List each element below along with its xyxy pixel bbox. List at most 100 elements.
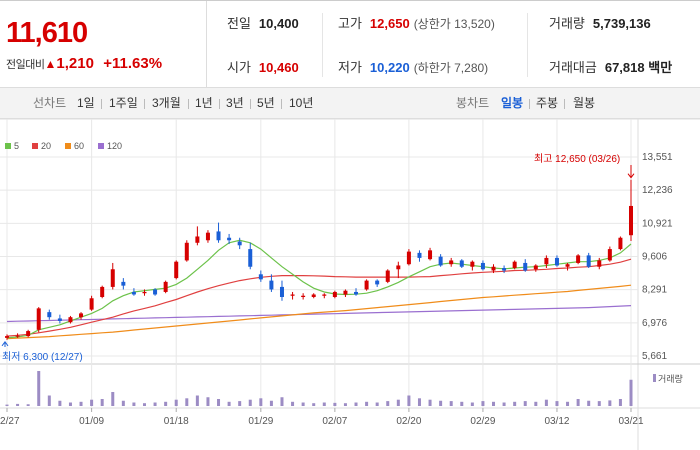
trade-amount: 거래대금 67,818 백만 <box>549 57 672 79</box>
volume-bar <box>227 401 231 406</box>
y-tick-label: 9,606 <box>642 252 667 263</box>
change-percent: +11.63% <box>103 55 163 72</box>
candle-body <box>269 280 274 290</box>
volume-bar <box>481 401 485 406</box>
prev-close-value: 10,400 <box>258 16 299 31</box>
volume-bar <box>513 401 517 406</box>
range-3m[interactable]: 3개월 <box>152 96 181 110</box>
candle-body <box>47 312 52 318</box>
candle-body <box>110 269 115 287</box>
candlestick-chart[interactable]: 5 20 60 120 거래량 13,551 12,236 10,921 9,606 8,29… <box>0 119 700 450</box>
open-value: 10,460 <box>258 60 299 75</box>
x-tick-label: 02/29 <box>470 416 495 427</box>
candle-body <box>523 262 528 271</box>
divider <box>188 99 189 109</box>
volume-bar <box>185 398 189 406</box>
legend-label: 5 <box>14 141 19 151</box>
high-arrow-icon <box>627 173 635 179</box>
volume-bar <box>58 400 62 406</box>
candle-body <box>153 289 158 295</box>
candle-body <box>459 260 464 267</box>
volume-bar <box>470 402 474 406</box>
range-5y[interactable]: 5년 <box>257 96 275 110</box>
volume-bar <box>195 395 199 406</box>
divider <box>250 99 251 109</box>
candle-body <box>480 262 485 270</box>
amount-unit: 백만 <box>648 60 673 75</box>
range-1y[interactable]: 1년 <box>195 96 213 110</box>
volume-bar <box>354 402 358 406</box>
y-tick-label: 6,976 <box>642 318 667 329</box>
volume-bar <box>142 403 146 406</box>
volume-legend-swatch <box>653 374 656 382</box>
range-3y[interactable]: 3년 <box>226 96 244 110</box>
volume-legend-label: 거래량 <box>658 373 683 384</box>
period-monthly[interactable]: 월봉 <box>573 96 596 110</box>
volume-bar <box>269 400 273 406</box>
range-10y[interactable]: 10년 <box>289 96 314 110</box>
candle-body <box>121 281 126 286</box>
volume-bar <box>79 401 83 406</box>
volume-bar <box>333 402 337 406</box>
open-price: 시가 10,460 <box>227 57 299 79</box>
high-label: 고가 <box>338 16 362 31</box>
volume-bar <box>153 402 157 406</box>
volume-bar <box>449 401 453 406</box>
ma20-line <box>6 258 632 337</box>
volume-bar <box>47 395 51 406</box>
low-label: 저가 <box>338 60 362 75</box>
legend-swatch <box>98 143 104 149</box>
candle-body <box>544 257 549 265</box>
candle-body <box>607 249 612 261</box>
volume-bar <box>407 395 411 406</box>
volume-bar <box>280 397 284 406</box>
candle-body <box>36 308 41 330</box>
divider <box>219 99 220 109</box>
candle-body <box>576 255 581 263</box>
y-tick-label: 13,551 <box>642 152 673 163</box>
candle-body <box>354 291 359 295</box>
volume-bar <box>248 399 252 406</box>
volume-bar <box>375 402 379 406</box>
x-tick-label: 02/07 <box>322 416 347 427</box>
x-tick-label: 03/12 <box>544 416 569 427</box>
legend-label: 60 <box>74 141 84 151</box>
ma120-line <box>6 305 632 323</box>
candle-body <box>428 250 433 260</box>
candle-body <box>68 317 73 323</box>
high-annotation: 최고 12,650 (03/26) <box>534 153 620 165</box>
divider <box>564 99 565 109</box>
volume-bar <box>206 397 210 406</box>
period-daily[interactable]: 일봉 <box>501 96 524 110</box>
current-price: 11,610 <box>6 17 88 49</box>
candle-body <box>396 265 401 270</box>
x-tick-label: 01/18 <box>164 416 189 427</box>
divider <box>144 99 145 109</box>
candle-body <box>385 270 390 282</box>
volume-value: 5,739,136 <box>592 16 651 31</box>
candle-body <box>629 205 633 236</box>
divider <box>101 99 102 109</box>
candle-body <box>205 232 210 241</box>
period-weekly[interactable]: 주봉 <box>536 96 559 110</box>
line-chart-label: 선차트 <box>33 96 67 110</box>
volume-bar <box>386 401 390 406</box>
divider <box>322 13 323 77</box>
range-1w[interactable]: 1주일 <box>109 96 138 110</box>
x-tick-label: 02/20 <box>396 416 421 427</box>
x-tick-label: 03/21 <box>618 416 643 427</box>
volume-bar <box>492 401 496 406</box>
open-label: 시가 <box>227 60 251 75</box>
y-tick-label: 5,661 <box>642 351 667 362</box>
legend-swatch <box>32 143 38 149</box>
legend-swatch <box>5 143 11 149</box>
chart-toolbar: 선차트 1일 1주일 3개월 1년 3년 5년 10년 봉차트 일봉 주봉 월봉 <box>0 88 700 119</box>
range-1d[interactable]: 1일 <box>77 96 95 110</box>
low-price: 저가 10,220 (하한가 7,280) <box>338 57 488 79</box>
candle-body <box>57 318 62 321</box>
volume-bar <box>26 404 30 406</box>
candle-body <box>512 261 517 269</box>
candle-body <box>142 291 147 294</box>
volume-bar <box>132 402 136 406</box>
volume-bar <box>5 404 9 406</box>
